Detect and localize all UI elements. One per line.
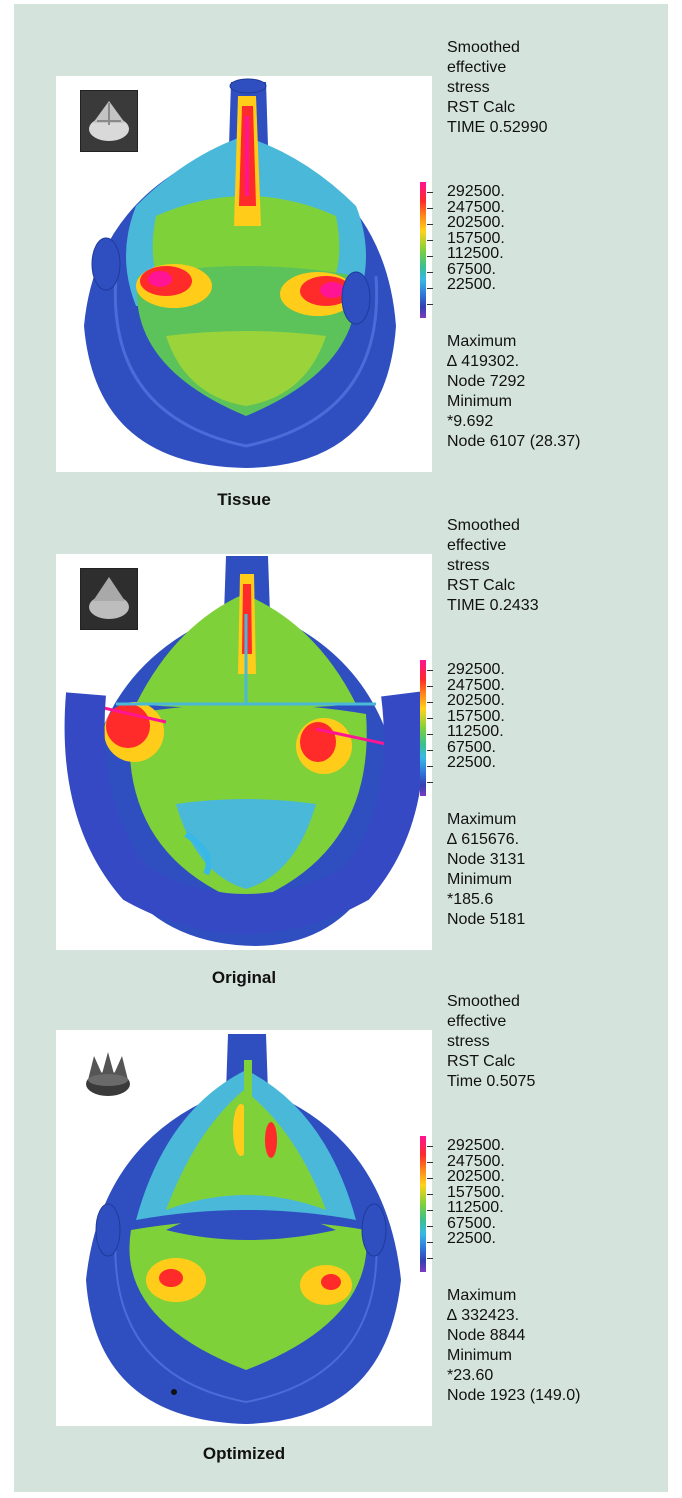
- legend-value: 67500.: [447, 738, 496, 756]
- valve-thumbnail-icon: [80, 1044, 136, 1104]
- panel-optimized: Optimized Smoothed effective stress RST …: [14, 4, 668, 1463]
- header-line: stress: [447, 1033, 490, 1050]
- header-line: TIME 0.2433: [447, 597, 539, 614]
- header-text-tissue: Smoothed effective stress RST Calc TIME …: [447, 38, 657, 138]
- footer-text-optimized: Maximum ∆ 332423. Node 8844 Minimum *23.…: [447, 1286, 657, 1406]
- legend-value: 292500.: [447, 661, 505, 678]
- legend-value: 292500.: [447, 183, 505, 200]
- footer-line: Node 1923 (149.0): [447, 1387, 581, 1404]
- header-line: TIME 0.52990: [447, 119, 548, 136]
- legend-value: 247500.: [447, 1152, 505, 1170]
- caption-original: Original: [211, 968, 277, 987]
- legend-value: 67500.: [447, 1214, 496, 1232]
- footer-line: ∆ 332423.: [447, 1307, 520, 1324]
- footer-line: Minimum: [447, 871, 512, 888]
- valve-thumbnail-icon: [80, 568, 138, 630]
- header-line: stress: [447, 79, 490, 96]
- footer-line: Minimum: [447, 1347, 512, 1364]
- legend-value: 22500.: [447, 276, 496, 293]
- header-line: Smoothed: [447, 517, 520, 534]
- footer-line: Maximum: [447, 811, 517, 828]
- legend-value: 247500.: [447, 676, 505, 694]
- legend-value: 247500.: [447, 198, 505, 216]
- color-legend-optimized: [419, 1136, 439, 1272]
- footer-line: *185.6: [447, 891, 494, 908]
- legend-value: 202500.: [447, 1168, 505, 1185]
- legend-values-original: 292500. 247500. 202500. 157500. 112500. …: [447, 662, 567, 771]
- footer-line: *9.692: [447, 413, 494, 430]
- legend-gradient: [420, 660, 426, 796]
- legend-values-optimized: 292500. 247500. 202500. 157500. 112500. …: [447, 1138, 567, 1247]
- legend-value: 22500.: [447, 1230, 496, 1247]
- stress-plot-optimized: [56, 1030, 432, 1426]
- stress-plot-tissue: [56, 76, 432, 472]
- footer-line: Node 5181: [447, 911, 526, 928]
- color-legend-original: [419, 660, 439, 796]
- legend-values-tissue: 292500. 247500. 202500. 157500. 112500. …: [447, 184, 567, 293]
- header-line: Smoothed: [447, 993, 520, 1010]
- footer-line: ∆ 419302.: [447, 353, 520, 370]
- header-line: effective: [447, 59, 507, 76]
- stress-plot-original: [56, 554, 432, 950]
- valve-stress-render: [86, 1034, 401, 1424]
- header-line: RST Calc: [447, 1053, 516, 1070]
- footer-text-tissue: Maximum ∆ 419302. Node 7292 Minimum *9.6…: [447, 332, 657, 452]
- header-line: Time 0.5075: [447, 1073, 536, 1090]
- footer-text-original: Maximum ∆ 615676. Node 3131 Minimum *185…: [447, 810, 657, 930]
- legend-value: 292500.: [447, 1137, 505, 1154]
- header-line: effective: [447, 1013, 507, 1030]
- header-line: RST Calc: [447, 99, 516, 116]
- footer-line: Node 3131: [447, 851, 526, 868]
- footer-line: Node 7292: [447, 373, 526, 390]
- legend-value: 112500.: [447, 1199, 504, 1216]
- caption-tissue: Tissue: [217, 490, 271, 509]
- legend-value: 22500.: [447, 754, 496, 771]
- footer-line: Node 8844: [447, 1327, 526, 1344]
- header-line: RST Calc: [447, 577, 516, 594]
- header-text-original: Smoothed effective stress RST Calc TIME …: [447, 516, 657, 616]
- color-legend-tissue: [419, 182, 439, 318]
- legend-gradient: [420, 1136, 426, 1272]
- valve-thumbnail-icon: [80, 90, 138, 152]
- footer-line: *23.60: [447, 1367, 494, 1384]
- panel-original: Original Smoothed effective stress RST C…: [14, 4, 668, 987]
- footer-line: Minimum: [447, 393, 512, 410]
- footer-line: Maximum: [447, 1287, 517, 1304]
- legend-value: 157500.: [447, 229, 505, 247]
- figure-frame: Tissue Smoothed effective stress RST Cal…: [14, 4, 668, 1492]
- legend-value: 202500.: [447, 214, 505, 231]
- legend-value: 112500.: [447, 723, 504, 740]
- header-line: stress: [447, 557, 490, 574]
- footer-line: Node 6107 (28.37): [447, 433, 581, 450]
- legend-value: 157500.: [447, 1183, 505, 1201]
- valve-stress-render: [64, 556, 424, 946]
- valve-stress-render: [84, 78, 396, 468]
- legend-value: 202500.: [447, 692, 505, 709]
- legend-value: 157500.: [447, 707, 505, 725]
- footer-line: Maximum: [447, 333, 517, 350]
- legend-gradient: [420, 182, 426, 318]
- panel-tissue: Tissue Smoothed effective stress RST Cal…: [14, 4, 668, 509]
- footer-line: ∆ 615676.: [447, 831, 520, 848]
- header-line: effective: [447, 537, 507, 554]
- header-line: Smoothed: [447, 39, 520, 56]
- header-text-optimized: Smoothed effective stress RST Calc Time …: [447, 992, 657, 1092]
- caption-optimized: Optimized: [202, 1444, 286, 1463]
- legend-value: 67500.: [447, 260, 496, 278]
- legend-value: 112500.: [447, 245, 504, 262]
